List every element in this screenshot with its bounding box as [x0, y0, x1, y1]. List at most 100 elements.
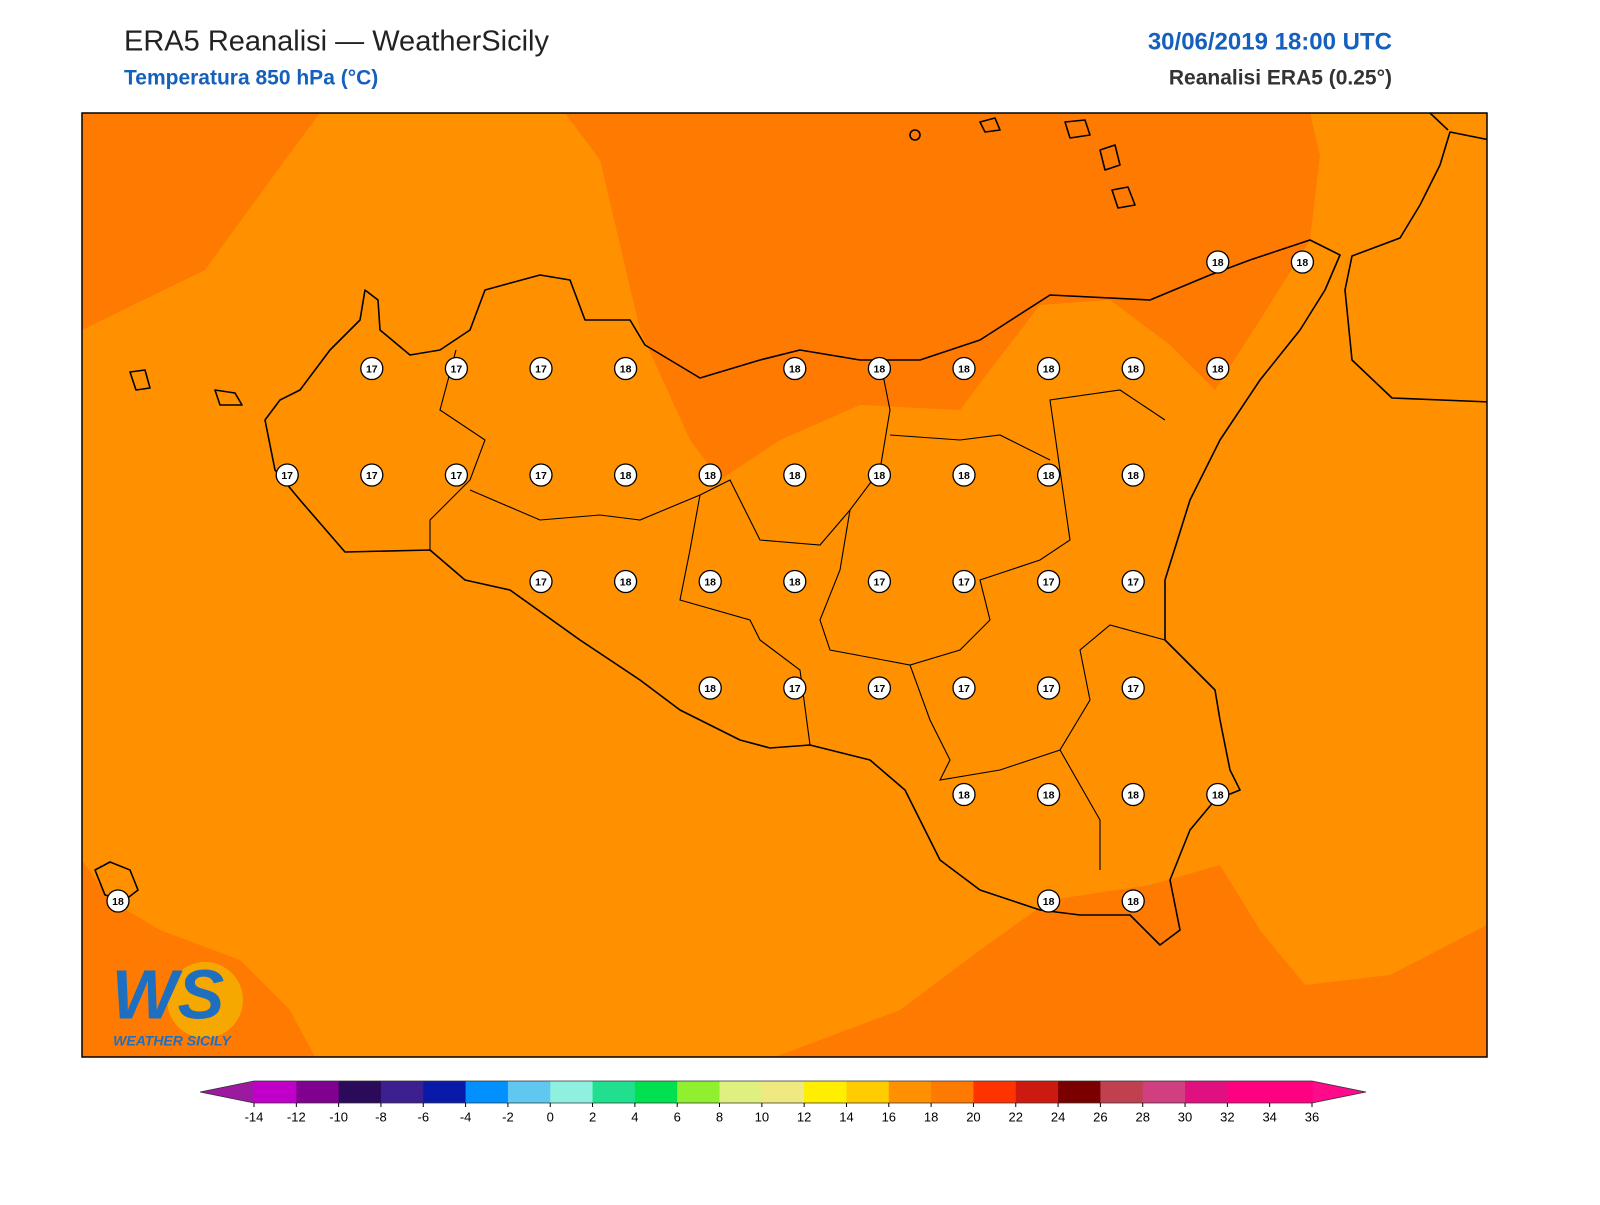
colorbar-tick-label: 22 — [1009, 1109, 1023, 1124]
station-marker — [1036, 463, 1061, 487]
colorbar-tick-label: 32 — [1220, 1109, 1234, 1124]
station-marker — [952, 569, 976, 594]
station-value: 18 — [1043, 789, 1055, 801]
colorbar-segment — [380, 1081, 424, 1103]
colorbar-tick-label: -2 — [502, 1109, 514, 1124]
station-value: 17 — [1127, 576, 1139, 588]
station-value: 18 — [789, 576, 801, 588]
station-marker — [698, 463, 722, 487]
station-value: 18 — [958, 789, 970, 801]
station-value: 18 — [874, 470, 886, 482]
station-marker — [1036, 676, 1061, 700]
colorbar-tick-label: -8 — [375, 1109, 387, 1124]
colorbar-tick-label: -4 — [460, 1109, 472, 1124]
station-value: 18 — [1127, 896, 1139, 908]
station-marker — [952, 356, 976, 381]
colorbar-tick-label: -10 — [329, 1109, 348, 1124]
station-value: 18 — [620, 576, 632, 588]
colorbar-tick-label: 20 — [966, 1109, 980, 1124]
station-marker — [952, 782, 976, 807]
station-marker — [529, 569, 553, 594]
station-value: 17 — [451, 470, 463, 482]
colorbar-segment — [634, 1081, 678, 1103]
station-marker — [867, 676, 892, 700]
field-18-20 — [775, 865, 1487, 1057]
station-value: 17 — [789, 683, 801, 695]
station-marker — [1036, 889, 1061, 913]
colorbar-segment — [719, 1081, 763, 1103]
station-value: 17 — [535, 470, 547, 482]
station-value: 18 — [112, 896, 124, 908]
station-value: 18 — [1043, 470, 1055, 482]
station-marker — [1036, 356, 1061, 381]
station-value: 18 — [1297, 257, 1309, 269]
station-value: 18 — [704, 576, 716, 588]
station-value: 18 — [1043, 896, 1055, 908]
station-value: 18 — [1127, 470, 1139, 482]
station-marker — [1121, 676, 1145, 700]
station-marker — [529, 463, 553, 487]
colorbar-tick-label: 4 — [631, 1109, 638, 1124]
colorbar-tick-label: 18 — [924, 1109, 938, 1124]
station-value: 17 — [874, 576, 886, 588]
calabria-coast — [1344, 131, 1487, 403]
station-marker — [952, 463, 976, 487]
colorbar-segment — [1269, 1081, 1313, 1103]
colorbar-segment — [677, 1081, 721, 1103]
colorbar-tick-label: 16 — [882, 1109, 896, 1124]
station-value: 18 — [1127, 363, 1139, 375]
station-marker — [867, 569, 892, 594]
colorbar-segment — [1100, 1081, 1144, 1103]
station-marker — [529, 356, 553, 381]
colorbar-tick-label: 8 — [716, 1109, 723, 1124]
station-marker — [783, 463, 807, 487]
colorbar-segment — [846, 1081, 890, 1103]
station-marker — [613, 356, 638, 381]
station-value: 18 — [1043, 363, 1055, 375]
station-marker — [867, 356, 892, 381]
station-value: 17 — [958, 576, 970, 588]
colorbar-segment — [465, 1081, 509, 1103]
colorbar-tick-label: 6 — [674, 1109, 681, 1124]
colorbar-segment — [1142, 1081, 1186, 1103]
station-marker — [360, 356, 384, 381]
colorbar-segment — [338, 1081, 382, 1103]
colorbar-tick-label: 36 — [1305, 1109, 1319, 1124]
colorbar-segment — [1227, 1081, 1271, 1103]
sicily-coast — [264, 239, 1341, 946]
colorbar-under — [200, 1081, 254, 1103]
station-value: 18 — [620, 363, 632, 375]
title: ERA5 Reanalisi — WeatherSicily — [124, 26, 549, 58]
colorbar-segment — [761, 1081, 805, 1103]
model: Reanalisi ERA5 (0.25°) — [1169, 67, 1392, 90]
colorbar-segment — [973, 1081, 1017, 1103]
logo-caption: WEATHER SICILY — [113, 1033, 232, 1049]
colorbar-tick-label: 28 — [1135, 1109, 1149, 1124]
station-value: 17 — [958, 683, 970, 695]
colorbar-tick-label: -14 — [245, 1109, 264, 1124]
date: 30/06/2019 18:00 UTC — [1148, 28, 1392, 55]
colorbar-segment — [296, 1081, 340, 1103]
colorbar-tick-label: 34 — [1262, 1109, 1276, 1124]
station-marker — [106, 889, 130, 913]
colorbar-segment — [550, 1081, 594, 1103]
station-marker — [1206, 250, 1230, 274]
aeolian — [909, 117, 1136, 209]
station-marker — [1206, 782, 1230, 807]
colorbar-segment — [592, 1081, 636, 1103]
station-value: 18 — [958, 470, 970, 482]
colorbar-tick-label: 12 — [797, 1109, 811, 1124]
station-value: 17 — [366, 363, 378, 375]
colorbar-segment — [888, 1081, 932, 1103]
colorbar-tick-label: 24 — [1051, 1109, 1065, 1124]
station-value: 18 — [1212, 789, 1224, 801]
station-marker — [613, 463, 638, 487]
station-marker — [1121, 782, 1145, 807]
station-marker — [783, 676, 807, 700]
colorbar-segment — [804, 1081, 847, 1103]
station-marker — [1290, 250, 1315, 274]
station-value: 17 — [366, 470, 378, 482]
station-value: 18 — [958, 363, 970, 375]
province-borders — [429, 349, 1166, 870]
